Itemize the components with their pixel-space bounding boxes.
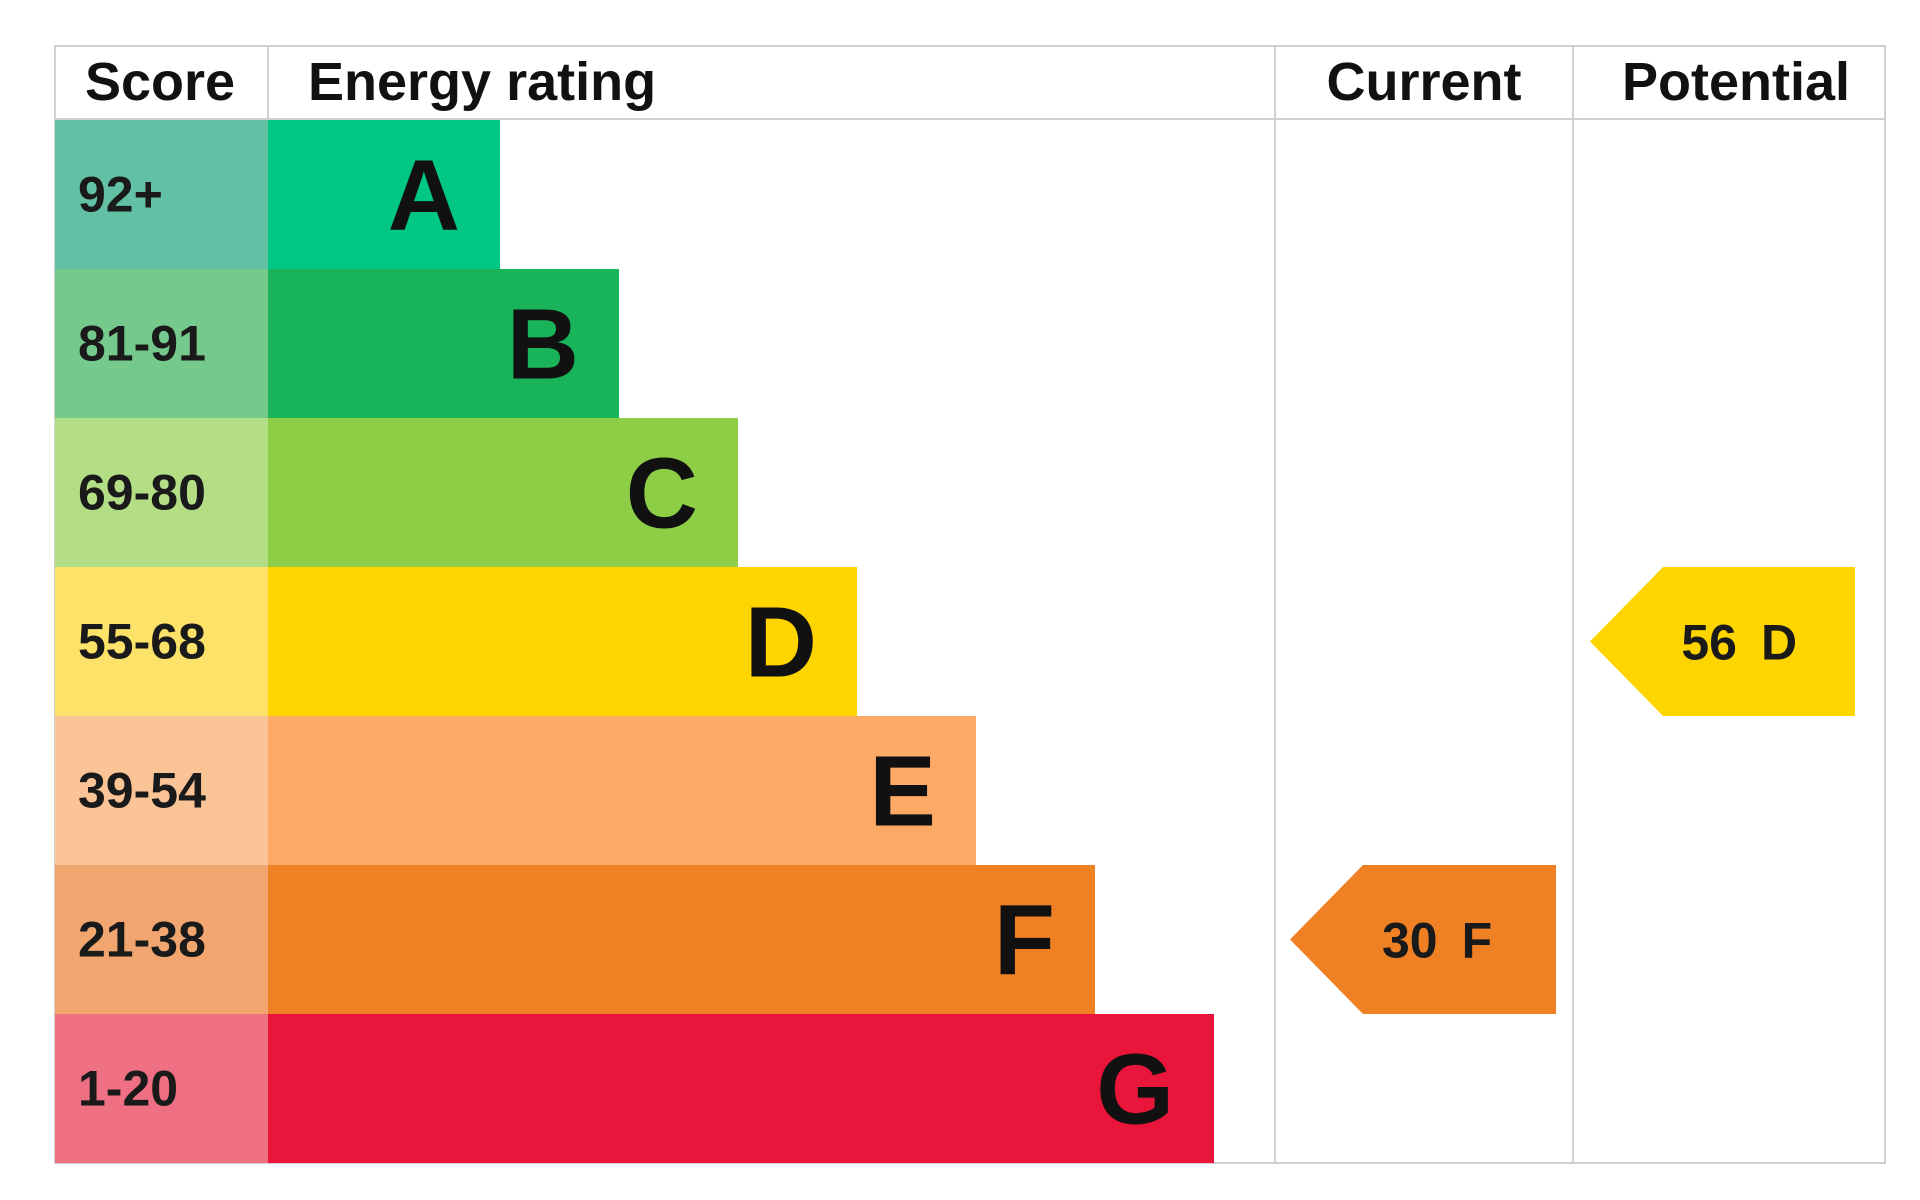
potential-rating-marker: 56 D bbox=[1590, 567, 1855, 716]
bands-layer: 92+ A 81-91 B 69-80 C 55-68 D 39-54 E 21-38 F 1-20 G bbox=[55, 120, 1214, 1163]
band-score-cell-d bbox=[55, 567, 268, 716]
band-row-c: 69-80 C bbox=[55, 418, 738, 567]
band-score-cell-b bbox=[55, 269, 268, 418]
markers-layer: 30 F 56 D bbox=[1290, 567, 1855, 1014]
band-bar-a bbox=[268, 120, 500, 269]
band-score-label-a: 92+ bbox=[78, 167, 163, 223]
band-bar-c bbox=[268, 418, 738, 567]
band-score-cell-f bbox=[55, 865, 268, 1014]
band-score-cell-e bbox=[55, 716, 268, 865]
potential-rating-band: D bbox=[1761, 615, 1797, 671]
current-rating-marker: 30 F bbox=[1290, 865, 1556, 1014]
band-bar-e bbox=[268, 716, 976, 865]
header-current: Current bbox=[1326, 52, 1521, 112]
band-bar-f bbox=[268, 865, 1095, 1014]
current-rating-arrow bbox=[1290, 865, 1556, 1014]
band-row-a: 92+ A bbox=[55, 120, 500, 269]
band-letter-c: C bbox=[626, 438, 698, 550]
band-row-e: 39-54 E bbox=[55, 716, 976, 865]
header-energy-rating: Energy rating bbox=[308, 52, 656, 112]
band-letter-d: D bbox=[745, 587, 817, 699]
band-bar-d bbox=[268, 567, 857, 716]
band-row-f: 21-38 F bbox=[55, 865, 1095, 1014]
band-bar-b bbox=[268, 269, 619, 418]
potential-rating-score: 56 bbox=[1681, 615, 1737, 671]
band-score-cell-g bbox=[55, 1014, 268, 1163]
band-letter-e: E bbox=[869, 736, 936, 848]
band-score-label-f: 21-38 bbox=[78, 912, 206, 968]
band-letter-b: B bbox=[507, 289, 579, 401]
current-rating-score: 30 bbox=[1382, 913, 1438, 969]
current-rating-band: F bbox=[1462, 913, 1493, 969]
band-score-label-b: 81-91 bbox=[78, 316, 206, 372]
band-letter-f: F bbox=[994, 885, 1055, 997]
band-score-label-e: 39-54 bbox=[78, 763, 206, 819]
band-score-label-c: 69-80 bbox=[78, 465, 206, 521]
band-score-cell-a bbox=[55, 120, 268, 269]
band-letter-a: A bbox=[388, 140, 460, 252]
band-row-b: 81-91 B bbox=[55, 269, 619, 418]
header-potential: Potential bbox=[1622, 52, 1850, 112]
band-score-label-d: 55-68 bbox=[78, 614, 206, 670]
band-score-cell-c bbox=[55, 418, 268, 567]
band-row-g: 1-20 G bbox=[55, 1014, 1214, 1163]
band-row-d: 55-68 D bbox=[55, 567, 857, 716]
header-score: Score bbox=[85, 52, 235, 112]
potential-rating-arrow bbox=[1590, 567, 1855, 716]
band-score-label-g: 1-20 bbox=[78, 1061, 178, 1117]
band-bar-g bbox=[268, 1014, 1214, 1163]
band-letter-g: G bbox=[1096, 1034, 1174, 1146]
